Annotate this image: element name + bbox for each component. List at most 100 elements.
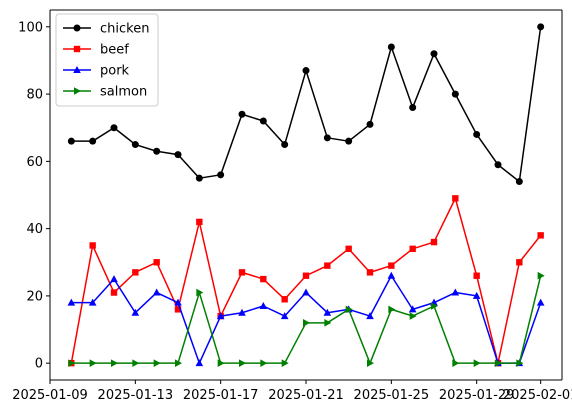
chicken-point	[174, 151, 182, 159]
pork-point	[195, 359, 204, 367]
pork-point	[387, 271, 396, 279]
salmon-point	[324, 319, 332, 327]
pork-point	[323, 308, 332, 316]
y-tick-label: 20	[26, 289, 43, 304]
beef-point	[89, 242, 96, 249]
salmon-point	[68, 359, 76, 367]
y-tick-label: 100	[18, 20, 43, 35]
salmon-point	[196, 288, 204, 297]
legend-box	[55, 13, 159, 107]
beef-point	[132, 269, 139, 276]
y-tick-label: 80	[26, 88, 43, 103]
salmon-point	[239, 359, 246, 367]
beef-point	[409, 245, 416, 253]
y-tick-label: 60	[26, 155, 43, 170]
beef-point	[153, 259, 160, 266]
chicken-point	[259, 117, 267, 125]
x-tick-label: 2025-01-21	[268, 388, 344, 403]
x-tick-label: 2025-02-01	[503, 388, 572, 403]
pork-point	[451, 288, 460, 296]
pork-point	[131, 308, 140, 316]
salmon-point	[111, 359, 118, 367]
y-tick-label: 40	[26, 222, 43, 237]
salmon-point	[281, 359, 289, 367]
chicken-point	[67, 137, 75, 145]
legend-items: chicken beef pork salmon	[63, 22, 149, 100]
salmon-point	[153, 359, 161, 367]
beef-point	[345, 245, 352, 253]
chicken-point	[323, 134, 331, 142]
y-tick-label: 0	[35, 357, 43, 372]
chicken-point	[153, 147, 161, 155]
legend-salmon-marker	[74, 87, 81, 95]
chicken-point	[131, 141, 139, 149]
pork-point	[174, 298, 182, 306]
salmon-point	[409, 312, 417, 320]
salmon-point	[452, 359, 460, 367]
legend-beef-marker	[73, 45, 81, 53]
legend-pork-marker	[73, 66, 81, 73]
chicken-point	[110, 124, 118, 132]
chicken-point	[473, 130, 481, 138]
pork-point	[152, 288, 161, 296]
salmon-point	[367, 359, 374, 367]
salmon-point	[431, 302, 438, 310]
salmon-point	[303, 319, 310, 327]
salmon-point	[345, 305, 353, 314]
pork-point	[366, 312, 374, 320]
x-tick-label: 2025-01-17	[183, 388, 259, 403]
salmon-point	[473, 359, 481, 367]
chicken-point	[451, 90, 459, 98]
legend-chicken-label: chicken	[100, 22, 149, 37]
beef-point	[238, 269, 246, 276]
chicken-point	[238, 110, 246, 118]
pork-point	[408, 305, 417, 313]
beef-point	[388, 262, 395, 269]
beef-point	[281, 296, 288, 303]
chicken-point	[217, 171, 225, 179]
pork-point	[536, 298, 545, 306]
pork-point	[280, 312, 289, 320]
pork-point	[216, 312, 225, 320]
series-layer	[67, 23, 545, 367]
beef-point	[452, 195, 459, 202]
salmon-point	[516, 359, 524, 367]
beef-point	[537, 232, 544, 239]
legend-chicken-marker	[73, 24, 81, 32]
chicken-point	[195, 174, 203, 182]
salmon-point	[175, 359, 182, 367]
beef-point	[174, 306, 182, 313]
pork-point	[259, 302, 268, 309]
chicken-point	[409, 104, 417, 112]
chicken-point	[281, 141, 289, 149]
chicken-point	[537, 23, 545, 31]
salmon-point	[388, 305, 396, 314]
salmon-point	[537, 271, 545, 280]
ticks-layer: 0 20 40 60 80 100 2025-01-09 2025-01-13 2025-01-…	[12, 20, 572, 403]
salmon-point	[495, 359, 502, 367]
pork-point	[472, 291, 481, 299]
legend-beef-label: beef	[100, 43, 129, 58]
chicken-point	[345, 137, 353, 145]
chicken-point	[89, 137, 97, 145]
chicken-point	[366, 120, 374, 128]
salmon-point	[132, 359, 140, 367]
salmon-point	[89, 359, 97, 367]
x-tick-label: 2025-01-29	[439, 388, 515, 403]
beef-point	[366, 269, 374, 276]
x-tick-label: 2025-01-13	[98, 388, 174, 403]
chicken-point	[302, 67, 310, 75]
chicken-point	[494, 161, 502, 169]
pork-point	[67, 298, 76, 306]
chicken-point	[515, 178, 523, 186]
beef-point	[110, 289, 118, 296]
legend-pork-label: pork	[100, 64, 130, 79]
pork-point	[110, 275, 118, 283]
pork-point	[302, 288, 310, 296]
beef-point	[196, 218, 203, 226]
beef-point	[260, 275, 267, 283]
chicken-point	[430, 50, 438, 58]
beef-point	[473, 272, 480, 279]
x-tick-label: 2025-01-09	[12, 388, 88, 403]
